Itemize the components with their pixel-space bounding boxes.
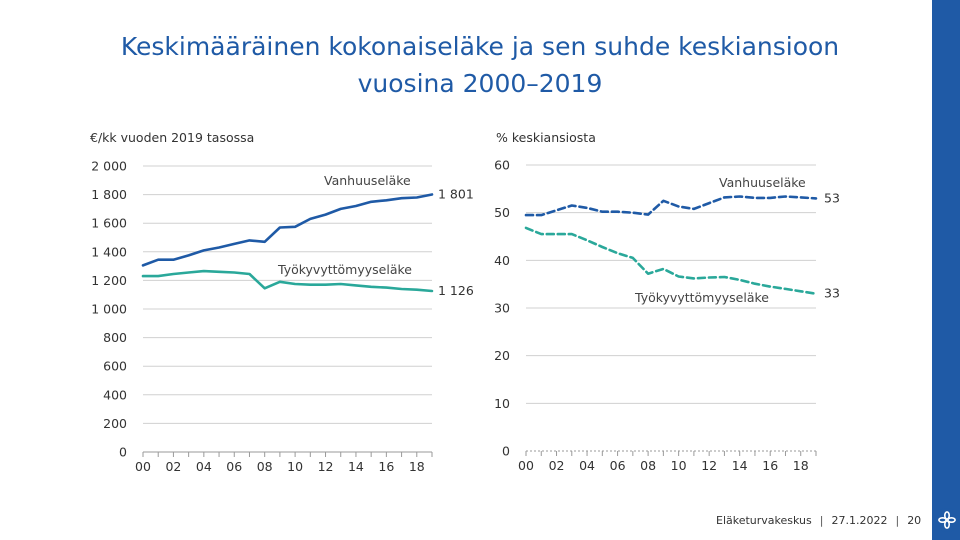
x-tick-label: 08: [640, 458, 656, 473]
x-tick-label: 12: [701, 458, 717, 473]
y-tick-label: 1 200: [91, 273, 127, 288]
series-line-tyokyvyttomyyselake: [141, 269, 434, 293]
x-tick-label: 00: [518, 458, 534, 473]
flower-logo-icon: [935, 508, 959, 532]
x-tick-label: 18: [793, 458, 809, 473]
y-tick-label: 0: [119, 445, 127, 460]
y-axis-title: % keskiansiosta: [496, 130, 596, 145]
x-tick-label: 16: [762, 458, 778, 473]
y-tick-label: 600: [103, 359, 127, 374]
chart-pension-percent: % keskiansiosta 0 10 20 30 40 50 60 00 02 04 06 08 10…: [492, 122, 844, 478]
x-tick-label: 08: [257, 459, 273, 474]
end-value-label: 33: [824, 286, 840, 301]
series-label: Työkyvyttömyyseläke: [277, 262, 412, 277]
slide-title-line2: vuosina 2000–2019: [357, 69, 603, 98]
x-tick-label: 10: [671, 458, 687, 473]
y-tick-label: 1 400: [91, 244, 127, 259]
series-label: Vanhuuseläke: [324, 173, 411, 188]
footer: Eläketurvakeskus | 27.1.2022 | 20: [716, 514, 921, 527]
x-tick-label: 02: [165, 459, 181, 474]
x-tick-label: 02: [549, 458, 565, 473]
end-value-label: 1 126: [438, 283, 474, 298]
y-tick-label: 1 000: [91, 302, 127, 317]
y-tick-label: 2 000: [91, 159, 127, 174]
x-tick-label: 14: [732, 458, 748, 473]
y-tick-label: 60: [494, 158, 510, 173]
end-value-label: 1 801: [438, 186, 474, 201]
end-value-label: 53: [824, 190, 840, 205]
footer-organization: Eläketurvakeskus: [716, 514, 812, 527]
footer-date: 27.1.2022: [831, 514, 888, 527]
y-tick-label: 1 600: [91, 216, 127, 231]
x-tick-label: 18: [409, 459, 425, 474]
footer-separator: |: [819, 514, 824, 527]
x-tick-label: 12: [318, 459, 334, 474]
x-tick-label: 10: [287, 459, 303, 474]
y-tick-label: 0: [502, 444, 510, 459]
x-tick-label: 04: [579, 458, 595, 473]
x-tick-label: 00: [135, 459, 151, 474]
y-tick-label: 50: [494, 205, 510, 220]
y-tick-label: 30: [494, 301, 510, 316]
x-tick-label: 04: [196, 459, 212, 474]
x-tick-label: 06: [610, 458, 626, 473]
footer-page-number: 20: [907, 514, 922, 527]
footer-separator: |: [895, 514, 900, 527]
x-tick-label: 14: [348, 459, 364, 474]
slide-title: Keskimääräinen kokonaiseläke ja sen suhd…: [40, 28, 920, 102]
slide-title-line1: Keskimääräinen kokonaiseläke ja sen suhd…: [120, 32, 840, 61]
chart-pension-euros: €/kk vuoden 2019 tasossa 0 200 400 600 800 1 0…: [86, 122, 482, 478]
series-line-vanhuuselake: [524, 195, 818, 217]
y-tick-label: 20: [494, 348, 510, 363]
series-line-tyokyvyttomyyselake: [524, 226, 818, 295]
chart-pension-percent-svg: % keskiansiosta 0 10 20 30 40 50 60 00 02 04 06 08 10…: [494, 130, 840, 473]
accent-bar: [932, 0, 960, 540]
y-axis-title: €/kk vuoden 2019 tasossa: [90, 130, 254, 145]
y-tick-label: 10: [494, 396, 510, 411]
y-tick-label: 200: [103, 416, 127, 431]
x-tick-label: 06: [226, 459, 242, 474]
y-tick-label: 40: [494, 253, 510, 268]
y-tick-label: 1 800: [91, 187, 127, 202]
series-label: Vanhuuseläke: [719, 175, 806, 190]
y-tick-label: 400: [103, 387, 127, 402]
y-tick-label: 800: [103, 330, 127, 345]
series-line-vanhuuselake: [141, 193, 434, 267]
x-tick-label: 16: [378, 459, 394, 474]
series-label: Työkyvyttömyyseläke: [634, 290, 769, 305]
